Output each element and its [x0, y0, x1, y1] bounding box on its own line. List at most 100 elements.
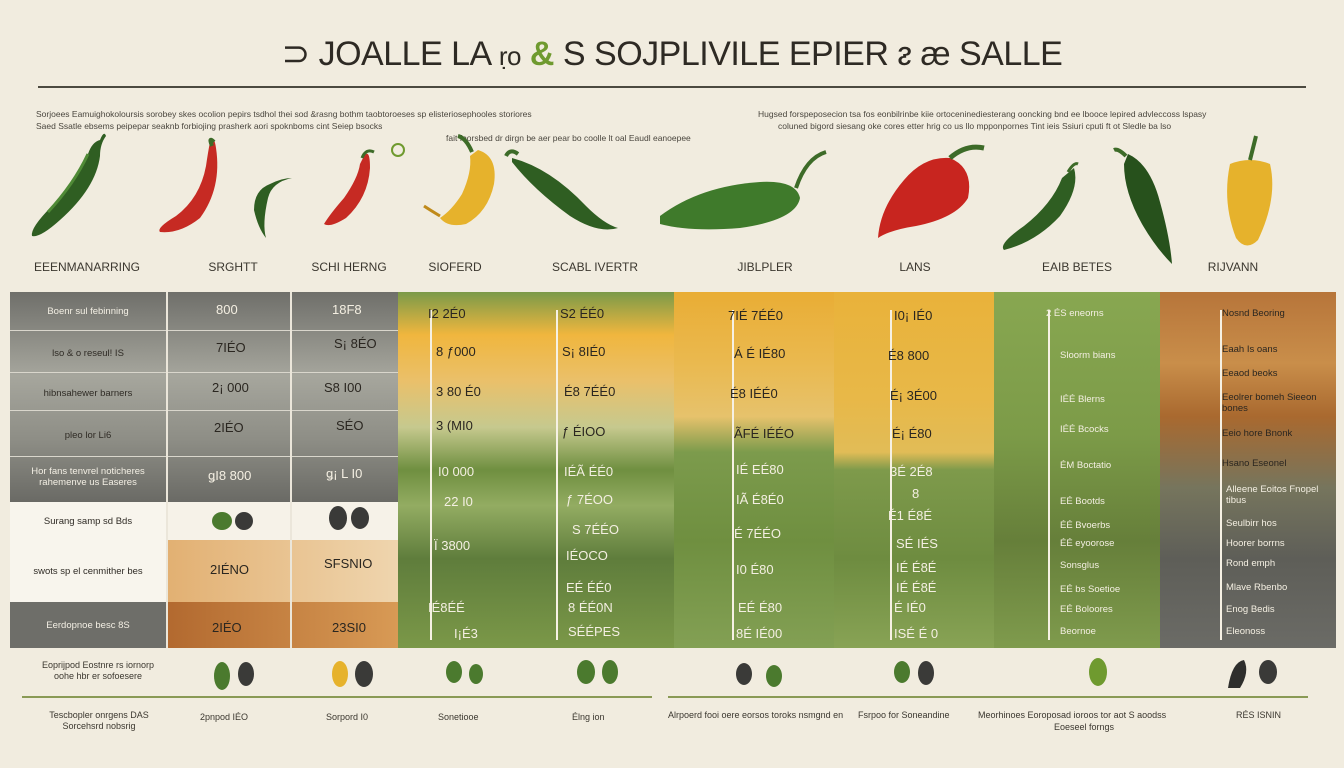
pepper-pair-icon — [329, 506, 369, 530]
note-item: Alleene Eoitos Fnopel tibus — [1226, 484, 1319, 506]
value-cell: EÉ ÉÉ0 — [566, 580, 612, 595]
footer-col-2: Sorpord I0 — [326, 712, 369, 722]
tick-line — [1048, 310, 1050, 640]
value-cell: É¡ 3É00 — [890, 388, 937, 403]
value-cell: 2IÉNO — [210, 562, 250, 577]
value-cell: I0 É80 — [736, 562, 774, 577]
note-item: Hoorer borrns — [1226, 538, 1285, 549]
row-divider — [10, 456, 398, 457]
column-header-1: EEENMANARRING — [33, 260, 140, 274]
row-label-1: Boenr sul febinning — [47, 305, 129, 317]
col-divider — [166, 292, 168, 648]
value-cell: EÉ É80 — [738, 600, 783, 615]
footer-col-4: Élng ion — [572, 712, 605, 722]
note-item: Eaah Is oans — [1222, 344, 1278, 355]
value-cell: ƒ 7ÉOO — [566, 492, 613, 507]
footer-left-note: Eoprijpod Eostnre rs iornorp oohe hbr er… — [28, 660, 168, 682]
value-cell: 2¡ 000 — [212, 380, 249, 395]
tan-band — [166, 540, 398, 602]
value-cell: I¡É3 — [454, 626, 478, 641]
value-cell: É1 É8É — [888, 508, 933, 523]
pepper-pair-icon — [736, 663, 782, 687]
pepper-pair-icon — [212, 512, 253, 530]
value-cell: SÉ IÉS — [896, 536, 938, 551]
note-item: EÉ Bootds — [1060, 496, 1105, 507]
footer-col-3: Sonetiooe — [438, 712, 479, 722]
footer-mid-1: Alrpoerd fooi oere eorsos toroks nsmgnd … — [668, 710, 844, 720]
brown-band-5 — [1160, 292, 1336, 648]
value-cell: ƒ ÉIOO — [562, 424, 606, 439]
value-cell: É8 800 — [888, 348, 930, 363]
note-item: 2 ÉS eneorns — [1046, 308, 1104, 319]
value-cell: É IÉ0 — [894, 600, 926, 615]
pepper-pair-icon — [332, 661, 373, 687]
value-cell: 8É IÉ00 — [736, 626, 783, 641]
pepper-icon — [1089, 658, 1107, 686]
title-part-3: S SOJPLIVILE EPIER — [562, 35, 889, 73]
green-yellow-band-1 — [398, 292, 674, 648]
gray-band — [10, 292, 398, 502]
footer-mid-2: Fsrpoo for Soneandine — [858, 710, 950, 720]
tick-line — [732, 310, 734, 640]
value-cell: É¡ É80 — [892, 426, 932, 441]
bottom-divider-left — [22, 696, 652, 698]
curved-green-pepper-icon — [254, 178, 292, 238]
row-label-4: pleo lor Li6 — [64, 429, 112, 441]
red-pepper-icon — [159, 137, 218, 233]
value-cell: SFSNIO — [324, 556, 373, 571]
value-cell: 800 — [216, 302, 238, 317]
yellow-bell-pepper-icon — [1227, 135, 1273, 246]
footer-mid-3: Meorhinoes Eoroposad ioroos tor aot S ao… — [978, 710, 1167, 720]
dark-green-pepper-icon — [1113, 147, 1172, 264]
small-ring-icon — [391, 143, 405, 157]
column-header-2: SRGHTT — [208, 260, 258, 274]
note-item: IÉÉ Bcocks — [1060, 424, 1109, 435]
value-cell: 2IÉO — [214, 420, 244, 435]
pepper-pair-icon — [446, 661, 483, 684]
value-cell: 18F8 — [332, 302, 362, 317]
value-cell: 3 (MI0 — [436, 418, 473, 433]
value-cell: 7IÉO — [216, 340, 246, 355]
pepper-pair-icon — [214, 662, 254, 690]
yellow-band-3 — [834, 292, 994, 648]
note-item: Hsano Eseonel — [1222, 458, 1287, 469]
value-cell: S 7ÉÉO — [572, 522, 619, 537]
value-cell: IÃ É8É0 — [736, 492, 784, 507]
value-cell: I2 2É0 — [428, 306, 466, 321]
title-ampersand: & — [529, 35, 555, 73]
column-header-6: JIBLPLER — [737, 260, 793, 274]
note-item: IÉÉ Blerns — [1060, 394, 1105, 405]
value-cell: IÉOCO — [566, 548, 608, 563]
value-cell: S2 ÉÉ0 — [560, 306, 605, 321]
pepper-pair-icon — [894, 661, 934, 685]
note-item: Rond emph — [1226, 558, 1276, 569]
tick-line — [1220, 310, 1222, 640]
pepper-pair-icon — [577, 660, 618, 684]
intro-right-line-2: coluned bigord siesang oke cores etter h… — [778, 121, 1172, 131]
red-bell-pepper-icon — [878, 144, 985, 238]
row-label-5: Hor fans tenvrel noticheres rahemenve us… — [31, 466, 145, 488]
value-cell: É8 7ÉÉ0 — [564, 384, 616, 399]
footer-right: RÉS ISNIN — [1236, 710, 1282, 720]
value-cell: É 7ÉÉO — [734, 526, 781, 541]
note-item: Nosnd Beoring — [1222, 308, 1285, 319]
footer-bottom-left-line-1: Tescbopler onrgens DAS — [49, 710, 149, 720]
value-cell: 3 80 É0 — [436, 384, 481, 399]
value-cell: I0¡ IÉ0 — [894, 308, 933, 323]
skinny-red-pepper-icon — [324, 149, 375, 226]
note-item: Eleonoss — [1226, 626, 1266, 637]
intro-left-line-2: Saed Ssatle ebsems peipepar seaknb forbi… — [36, 121, 383, 131]
value-cell: 22 I0 — [444, 494, 473, 509]
note-item: Sloorm bians — [1060, 350, 1116, 361]
intro-left: Sorjoees Eamuighokoloursis sorobey skes … — [36, 108, 726, 144]
note-item: ÉM Boctatio — [1060, 460, 1112, 471]
column-header-8: EAIB BETES — [1041, 260, 1113, 274]
yellow-band-2 — [674, 292, 834, 648]
title-divider — [38, 86, 1306, 88]
large-green-pepper-icon — [660, 150, 827, 230]
value-cell: 8 ƒ000 — [436, 344, 476, 359]
value-cell: IÉ8ÉÉ — [428, 600, 465, 615]
note-item: ÉÉ eyoorose — [1060, 538, 1115, 549]
row-divider — [10, 410, 398, 411]
value-cell: ÃFÉ IÉÉO — [734, 426, 794, 441]
